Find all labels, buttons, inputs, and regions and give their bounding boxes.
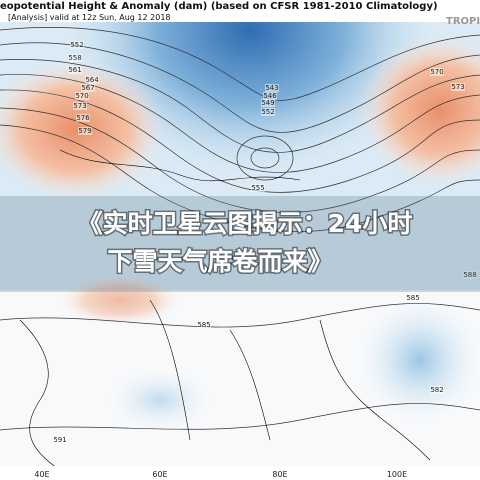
contour-label: 573 xyxy=(451,83,464,91)
cool-patch xyxy=(360,300,480,420)
caption-line: 《实时卫星云图揭示：24小时 xyxy=(78,209,413,238)
longitude-labels: 40E 60E 80E 100E xyxy=(34,470,407,479)
warm-patch xyxy=(60,275,180,325)
label-bg xyxy=(463,271,477,279)
label-bg xyxy=(73,102,87,110)
longitude-label: 40E xyxy=(34,470,49,479)
caption-band xyxy=(0,196,480,292)
caption-line: 下雪天气席卷而来》 xyxy=(107,247,332,276)
axis-bar xyxy=(0,466,480,480)
label-bg xyxy=(263,92,277,100)
cool-patch xyxy=(110,370,210,430)
label-bg xyxy=(81,84,95,92)
contour-label: 579 xyxy=(78,127,91,135)
contour-label: 552 xyxy=(261,108,274,116)
low-anomaly xyxy=(60,0,440,240)
label-bg xyxy=(430,68,444,76)
coastlines xyxy=(19,149,431,471)
contour-label: 564 xyxy=(85,76,99,84)
label-bg xyxy=(261,99,275,107)
label-bg xyxy=(406,294,420,302)
label-bg xyxy=(76,114,90,122)
label-bg xyxy=(70,41,84,49)
contour-label: 582 xyxy=(430,386,443,394)
high-anomaly-east xyxy=(360,35,480,185)
header-bar xyxy=(0,0,480,22)
contour-label: 561 xyxy=(68,66,81,74)
label-bg xyxy=(85,76,99,84)
label-bg xyxy=(430,386,444,394)
contour-label: 573 xyxy=(73,102,86,110)
longitude-label: 100E xyxy=(387,470,407,479)
label-bg xyxy=(251,184,265,192)
label-bg xyxy=(68,66,82,74)
contour-label: 549 xyxy=(261,99,274,107)
label-bg xyxy=(75,92,89,100)
longitude-label: 60E xyxy=(152,470,167,479)
label-bg xyxy=(261,108,275,116)
contours xyxy=(0,27,480,431)
map-subtitle: [Analysis] valid at 12z Sun, Aug 12 2018 xyxy=(8,13,171,22)
contour-label: 588 xyxy=(463,271,476,279)
label-bg xyxy=(53,436,67,444)
contour-label: 546 xyxy=(263,92,277,100)
contour-label: 570 xyxy=(75,92,88,100)
label-bg xyxy=(197,321,211,329)
contour-label: 591 xyxy=(53,436,66,444)
contour-label: 576 xyxy=(76,114,90,122)
label-bg xyxy=(265,84,279,92)
contour-label: 555 xyxy=(251,184,264,192)
map-title: eopotential Height & Anomaly (dam) (base… xyxy=(0,1,438,12)
contour-label: 585 xyxy=(197,321,210,329)
contour-label: 552 xyxy=(70,41,83,49)
longitude-label: 80E xyxy=(272,470,287,479)
label-bg xyxy=(68,54,82,62)
label-bg xyxy=(451,83,465,91)
contour-label: 567 xyxy=(81,84,94,92)
contour-label: 585 xyxy=(406,294,419,302)
contour-label: 558 xyxy=(68,54,81,62)
label-bg xyxy=(78,127,92,135)
contour-label: 570 xyxy=(430,68,443,76)
brand: TROPIC xyxy=(446,16,480,27)
contour-label: 543 xyxy=(265,84,278,92)
contour-labels: 5525585615645675705735765795435465495525… xyxy=(53,41,477,444)
